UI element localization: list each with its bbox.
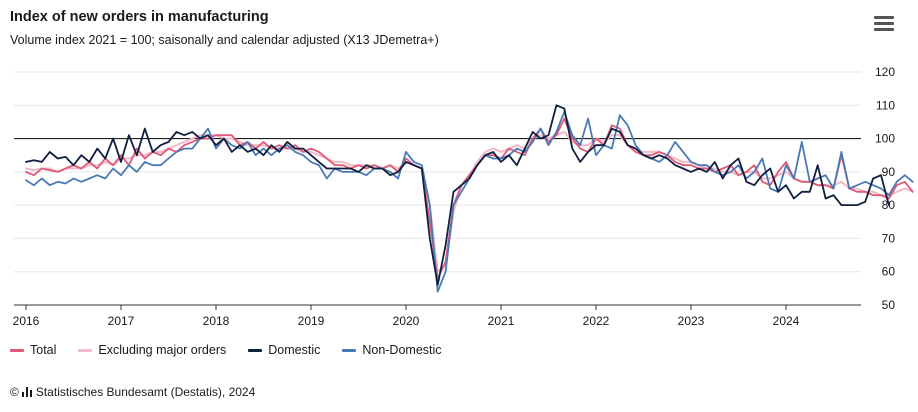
legend-swatch-non-domestic [342,348,357,352]
x-tick-label-2018: 2018 [203,314,230,328]
legend-label-domestic: Domestic [268,343,321,357]
y-tick-label-70: 70 [882,231,896,245]
x-tick-label-2019: 2019 [298,314,325,328]
series-line-domestic [25,104,890,286]
legend-item-non-domestic[interactable]: Non-Domestic [342,343,442,357]
legend-swatch-domestic [248,348,263,352]
x-tick-label-2016: 2016 [13,314,40,328]
chart-title: Index of new orders in manufacturing [10,9,269,25]
legend-swatch-total [10,348,24,352]
y-tick-label-100: 100 [875,132,895,146]
x-tick-label-2023: 2023 [678,314,705,328]
legend: Total Excluding major orders Domestic No… [10,343,464,357]
series-line-total [25,117,914,280]
series-line-excluding-major-orders [25,130,914,273]
credits-text: Statistisches Bundesamt (Destatis), 2024 [35,385,256,399]
legend-swatch-excluding-major-orders [78,348,93,352]
y-tick-label-90: 90 [882,165,896,179]
legend-label-excluding-major-orders: Excluding major orders [98,343,227,357]
legend-item-excluding-major-orders[interactable]: Excluding major orders [78,343,226,357]
y-tick-label-110: 110 [876,98,895,112]
y-tick-label-60: 60 [882,265,896,279]
legend-label-non-domestic: Non-Domestic [362,343,442,357]
y-tick-label-50: 50 [882,298,896,312]
copyright-symbol: © [10,385,19,399]
x-tick-label-2022: 2022 [583,314,610,328]
legend-label-total: Total [30,343,57,357]
chart-subtitle: Volume index 2021 = 100; saisonally and … [10,33,439,47]
destatis-logo-icon [21,387,32,397]
x-tick-label-2021: 2021 [488,314,515,328]
legend-item-domestic[interactable]: Domestic [248,343,320,357]
credits[interactable]: © Statistisches Bundesamt (Destatis), 20… [10,385,255,399]
y-tick-label-120: 120 [875,65,895,79]
legend-item-total[interactable]: Total [10,343,56,357]
x-tick-label-2024: 2024 [773,314,800,328]
x-tick-label-2020: 2020 [393,314,420,328]
x-tick-label-2017: 2017 [108,314,135,328]
hamburger-menu-icon[interactable] [874,16,894,34]
